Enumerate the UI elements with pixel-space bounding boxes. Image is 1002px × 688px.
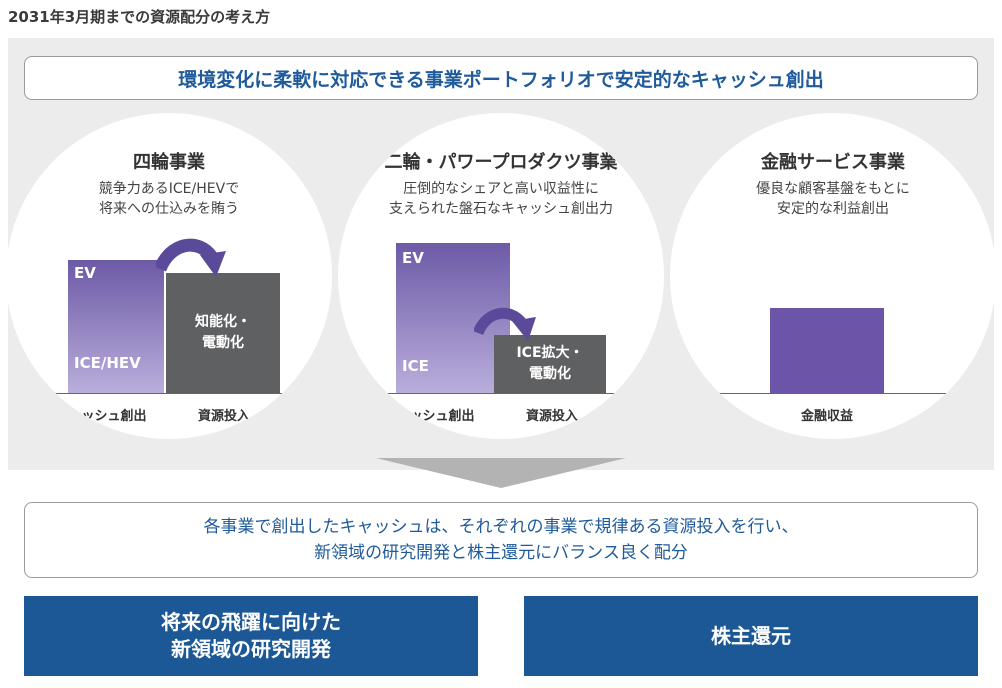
rd-line1: 将来の飛躍に向けた [161,610,341,634]
curved-arrow-icon [156,238,226,277]
shareholder-returns-box: 株主還元 [524,596,978,676]
investment-bar: ICE拡大・ 電動化 [494,335,606,393]
page-title: 2031年3月期までの資源配分の考え方 [8,8,271,26]
motorcycle-segment-title: 二輪・パワープロダクツ事業 [384,152,618,173]
shareholder-returns-label: 株主還元 [711,623,791,648]
allocation-message-line1: 各事業で創出したキャッシュは、それぞれの事業で規律ある資源投入を行い、 [203,517,799,537]
financial-revenue-bar [770,308,884,393]
ice-hev-label: ICE/HEV [74,354,141,372]
portfolio-banner: 環境変化に柔軟に対応できる事業ポートフォリオで安定的なキャッシュ創出 [24,56,978,100]
investment-label-line2: 電動化 [202,335,244,351]
automobile-desc-line1: 競争力あるICE/HEVで [98,181,240,197]
automobile-segment-description: 競争力あるICE/HEVで 将来への仕込みを賄う [6,179,332,219]
baseline [368,393,634,394]
axis-label-cash: キャッシュ創出 [383,409,475,424]
investment-label-line1: ICE拡大・ [516,345,584,361]
axis-label-cash: キャッシュ創出 [55,409,147,424]
allocation-message-line2: 新領域の研究開発と株主還元にバランス良く配分 [314,543,688,563]
motorcycle-segment-description: 圧倒的なシェアと高い収益性に 支えられた盤石なキャッシュ創出力 [338,179,664,219]
baseline [700,393,966,394]
curved-arrow-icon [474,307,536,341]
axis-label-investment: 資源投入 [197,409,250,424]
allocation-message: 各事業で創出したキャッシュは、それぞれの事業で規律ある資源投入を行い、 新領域の… [24,502,978,578]
automobile-segment-circle: 四輪事業 競争力あるICE/HEVで 将来への仕込みを賄う EV ICE/HEV… [6,113,332,439]
axis-label-financial-revenue: 金融収益 [800,409,853,424]
ev-label: EV [74,264,96,282]
motorcycle-desc-line2: 支えられた盤石なキャッシュ創出力 [389,201,613,217]
automobile-segment-title: 四輪事業 [133,152,205,173]
investment-label-line2: 電動化 [528,366,571,382]
financial-desc-line2: 安定的な利益創出 [777,201,889,217]
financial-segment-title: 金融サービス事業 [761,152,905,173]
financial-segment-circle: 金融サービス事業 優良な顧客基盤をもとに 安定的な利益創出 金融収益 [670,113,996,439]
axis-label-investment: 資源投入 [525,409,578,424]
investment-label-line1: 知能化・ [195,314,251,330]
motorcycle-desc-line1: 圧倒的なシェアと高い収益性に [403,181,599,197]
automobile-desc-line2: 将来への仕込みを賄う [99,201,239,217]
financial-segment-description: 優良な顧客基盤をもとに 安定的な利益創出 [670,179,996,219]
rd-line2: 新領域の研究開発 [171,637,331,661]
motorcycle-segment-circle: 二輪・パワープロダクツ事業 圧倒的なシェアと高い収益性に 支えられた盤石なキャッ… [338,113,664,439]
investment-bar: 知能化・ 電動化 [166,273,280,393]
ice-label: ICE [402,357,429,375]
ev-label: EV [402,249,424,267]
cash-generation-bar [68,260,164,393]
rd-new-domains-box: 将来の飛躍に向けた 新領域の研究開発 [24,596,478,676]
financial-desc-line1: 優良な顧客基盤をもとに [756,181,910,197]
down-arrow-icon [376,458,626,488]
baseline [42,393,312,394]
